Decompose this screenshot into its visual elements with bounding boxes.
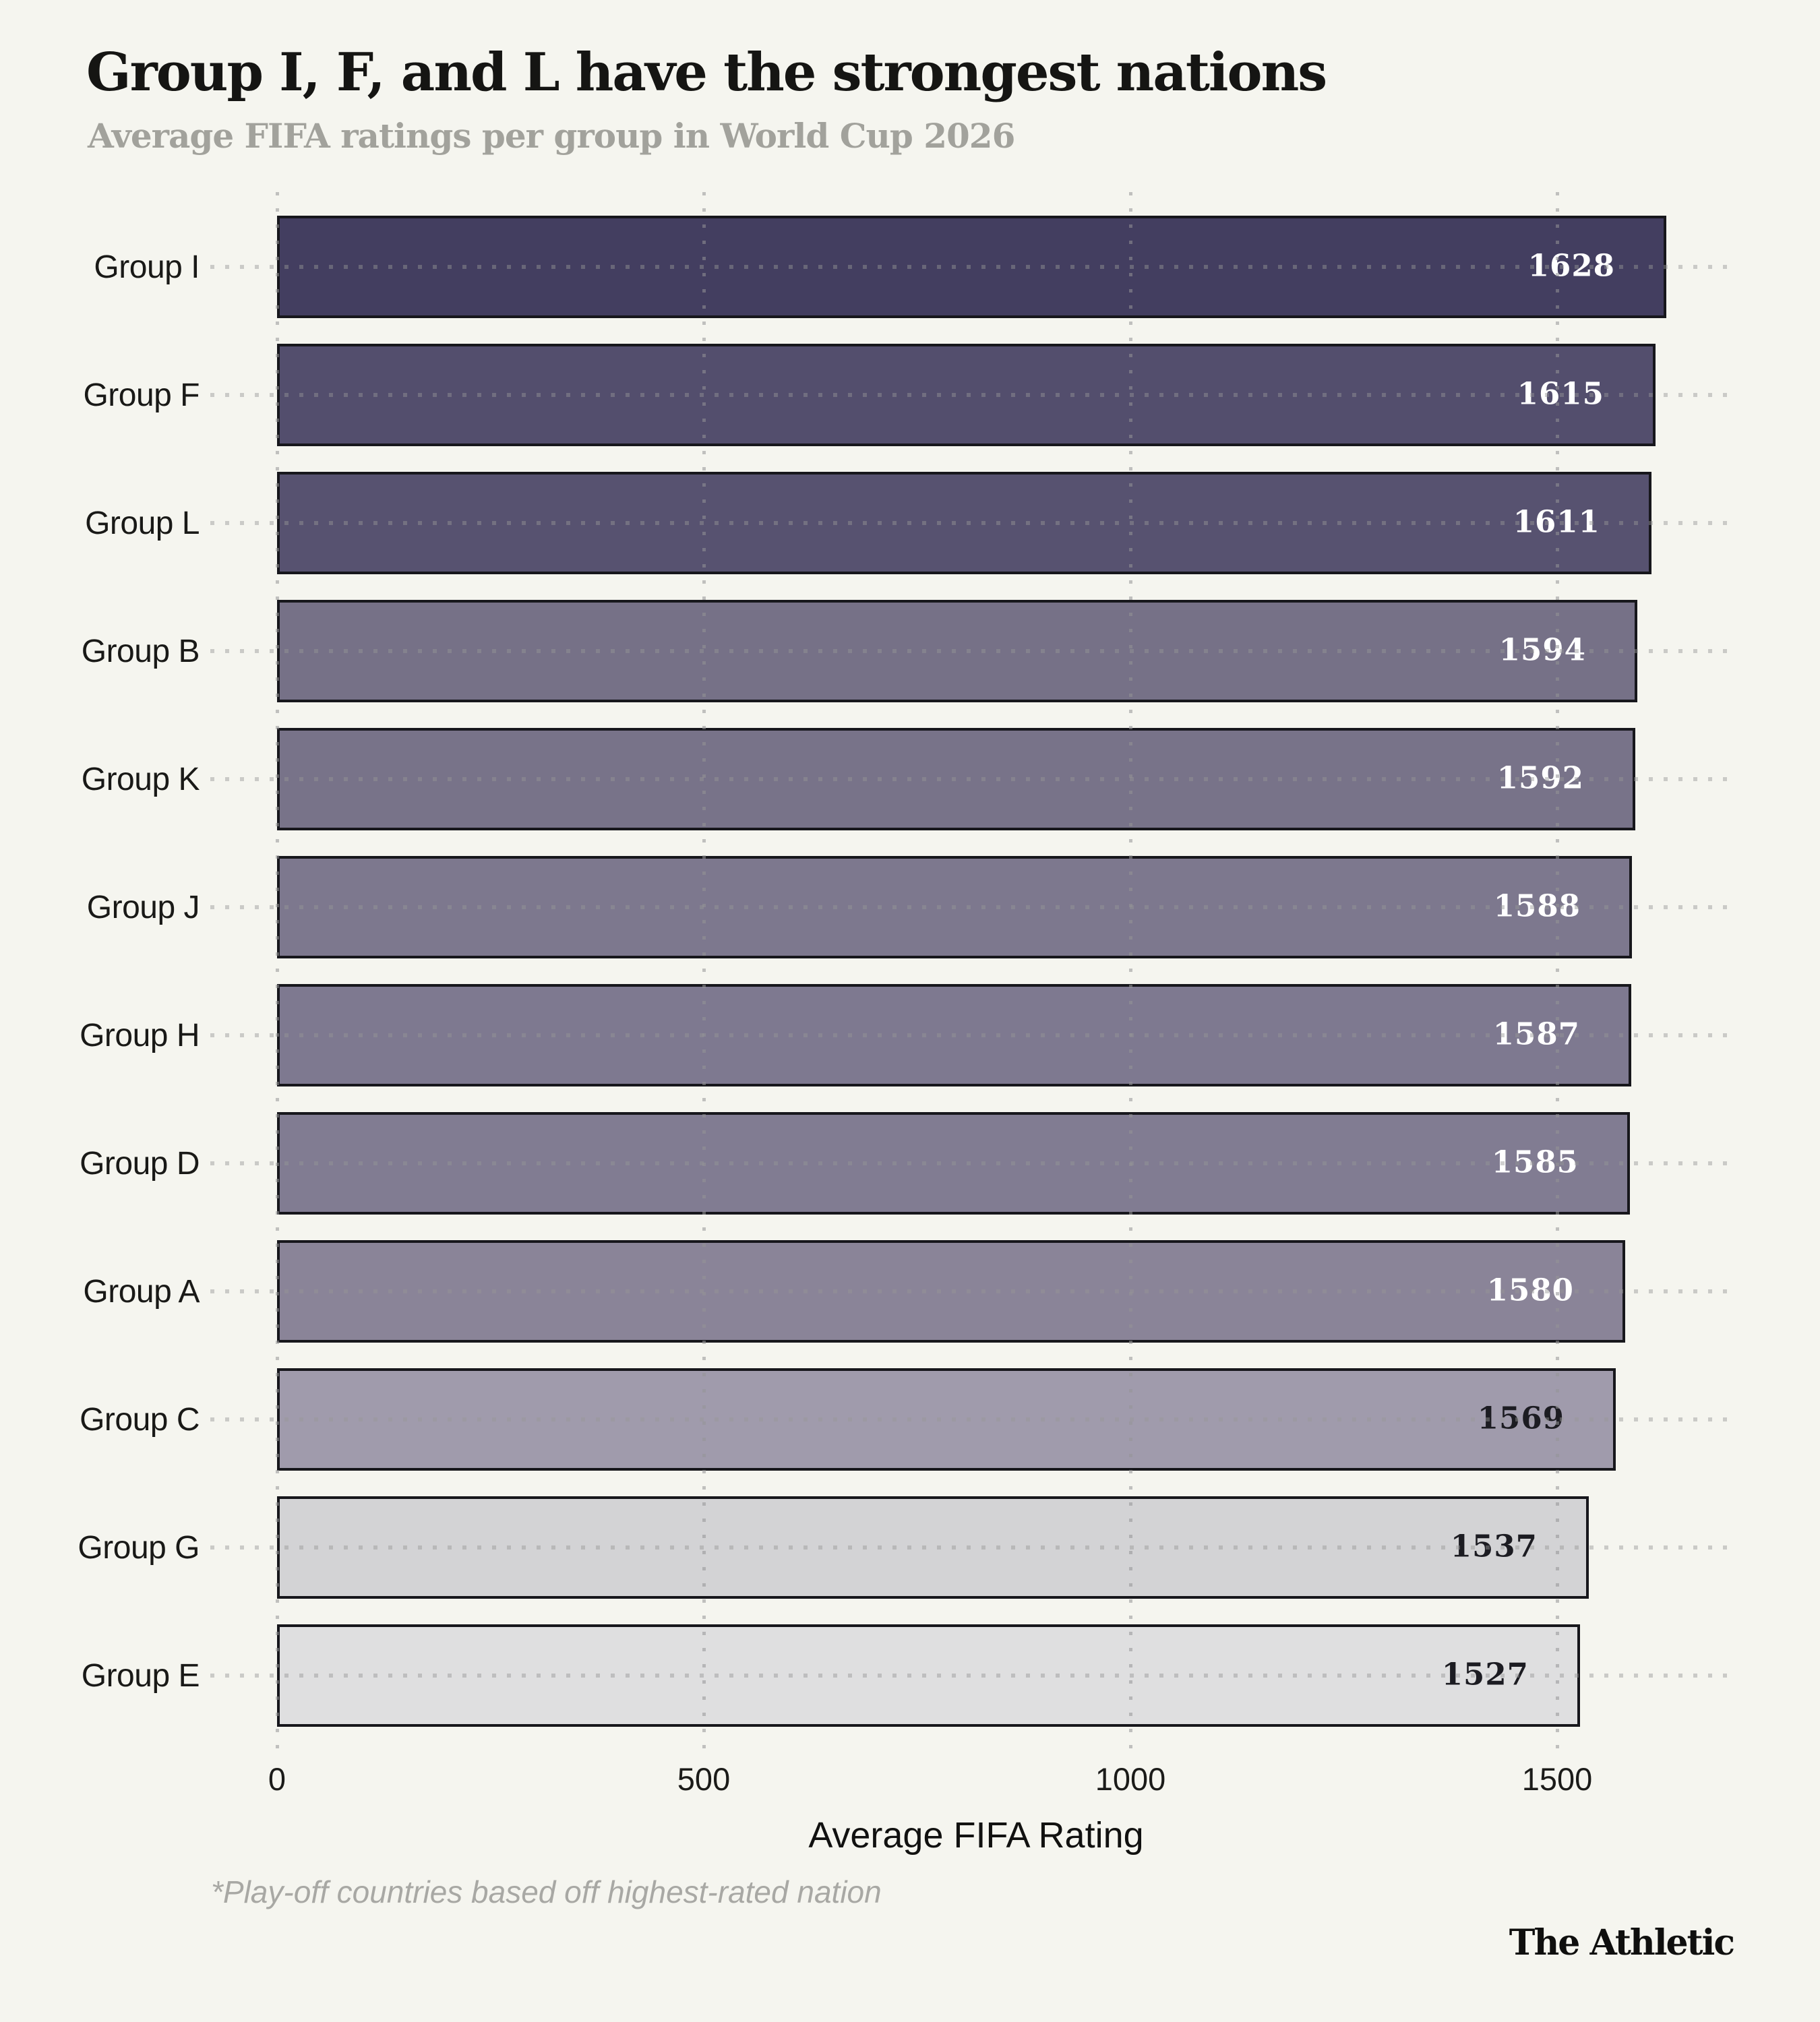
bar: 1594 [277,600,1637,702]
bar: 1580 [277,1240,1625,1343]
bar-row: Group E 1527 [0,1624,1734,1727]
bar-row: Group G 1537 [0,1496,1734,1599]
value-label: 1628 [1527,247,1615,284]
leader-dots [210,1545,1734,1550]
bar: 1611 [277,472,1651,574]
category-label: Group L [85,505,200,541]
bar: 1592 [277,728,1635,830]
category-label: Group G [78,1529,200,1566]
category-label: Group A [83,1273,200,1310]
category-label: Group F [83,377,200,413]
leader-dots [210,1674,1734,1678]
bar-row: Group B 1594 [0,600,1734,702]
bar-row: Group F 1615 [0,344,1734,446]
category-label: Group K [81,761,200,797]
bar: 1587 [277,984,1631,1086]
leader-dots [210,649,1734,653]
value-label: 1527 [1441,1656,1529,1692]
leader-dots [210,777,1734,781]
x-axis-tick: 0 [268,1761,286,1797]
chart-title: Group I, F, and L have the strongest nat… [86,42,1327,103]
bar: 1527 [277,1624,1580,1727]
footnote: *Play-off countries based off highest-ra… [211,1874,882,1909]
x-axis-label: Average FIFA Rating [808,1815,1144,1856]
bar: 1588 [277,856,1632,958]
value-label: 1592 [1496,760,1584,796]
category-label: Group C [80,1401,200,1438]
category-label: Group H [80,1017,200,1053]
x-axis-tick: 500 [677,1761,731,1797]
bar: 1585 [277,1112,1630,1215]
value-label: 1569 [1477,1400,1565,1436]
leader-dots [210,1033,1734,1037]
bar-row: Group J 1588 [0,856,1734,958]
category-label: Group B [81,633,200,669]
bar: 1628 [277,216,1666,318]
leader-dots [210,1161,1734,1165]
value-label: 1588 [1493,888,1581,924]
bar-row: Group C 1569 [0,1368,1734,1471]
value-label: 1537 [1450,1528,1538,1564]
bar-row: Group H 1587 [0,984,1734,1086]
bar-row: Group A 1580 [0,1240,1734,1343]
value-label: 1615 [1517,375,1604,412]
category-label: Group E [81,1657,200,1694]
category-label: Group I [94,249,200,285]
category-label: Group D [80,1145,200,1182]
value-label: 1587 [1492,1016,1580,1052]
bar: 1615 [277,344,1656,446]
leader-dots [210,1289,1734,1293]
leader-dots [210,265,1734,269]
value-label: 1594 [1498,632,1586,668]
leader-dots [210,905,1734,909]
x-axis-tick: 1000 [1095,1761,1166,1797]
value-label: 1585 [1491,1144,1579,1180]
x-gridline [276,192,279,1757]
bar-row: Group L 1611 [0,472,1734,574]
x-gridline [1129,192,1132,1757]
chart-subtitle: Average FIFA ratings per group in World … [88,116,1015,156]
leader-dots [210,1417,1734,1421]
x-gridline [1556,192,1559,1757]
leader-dots [210,521,1734,525]
x-gridline [702,192,706,1757]
the-athletic-logo: The Athletic [1509,1922,1735,1963]
bar-row: Group K 1592 [0,728,1734,830]
bar: 1569 [277,1368,1616,1471]
bar-row: Group D 1585 [0,1112,1734,1215]
x-axis-tick: 1500 [1521,1761,1593,1797]
leader-dots [210,393,1734,397]
category-label: Group J [86,889,200,925]
bar-row: Group I 1628 [0,216,1734,318]
